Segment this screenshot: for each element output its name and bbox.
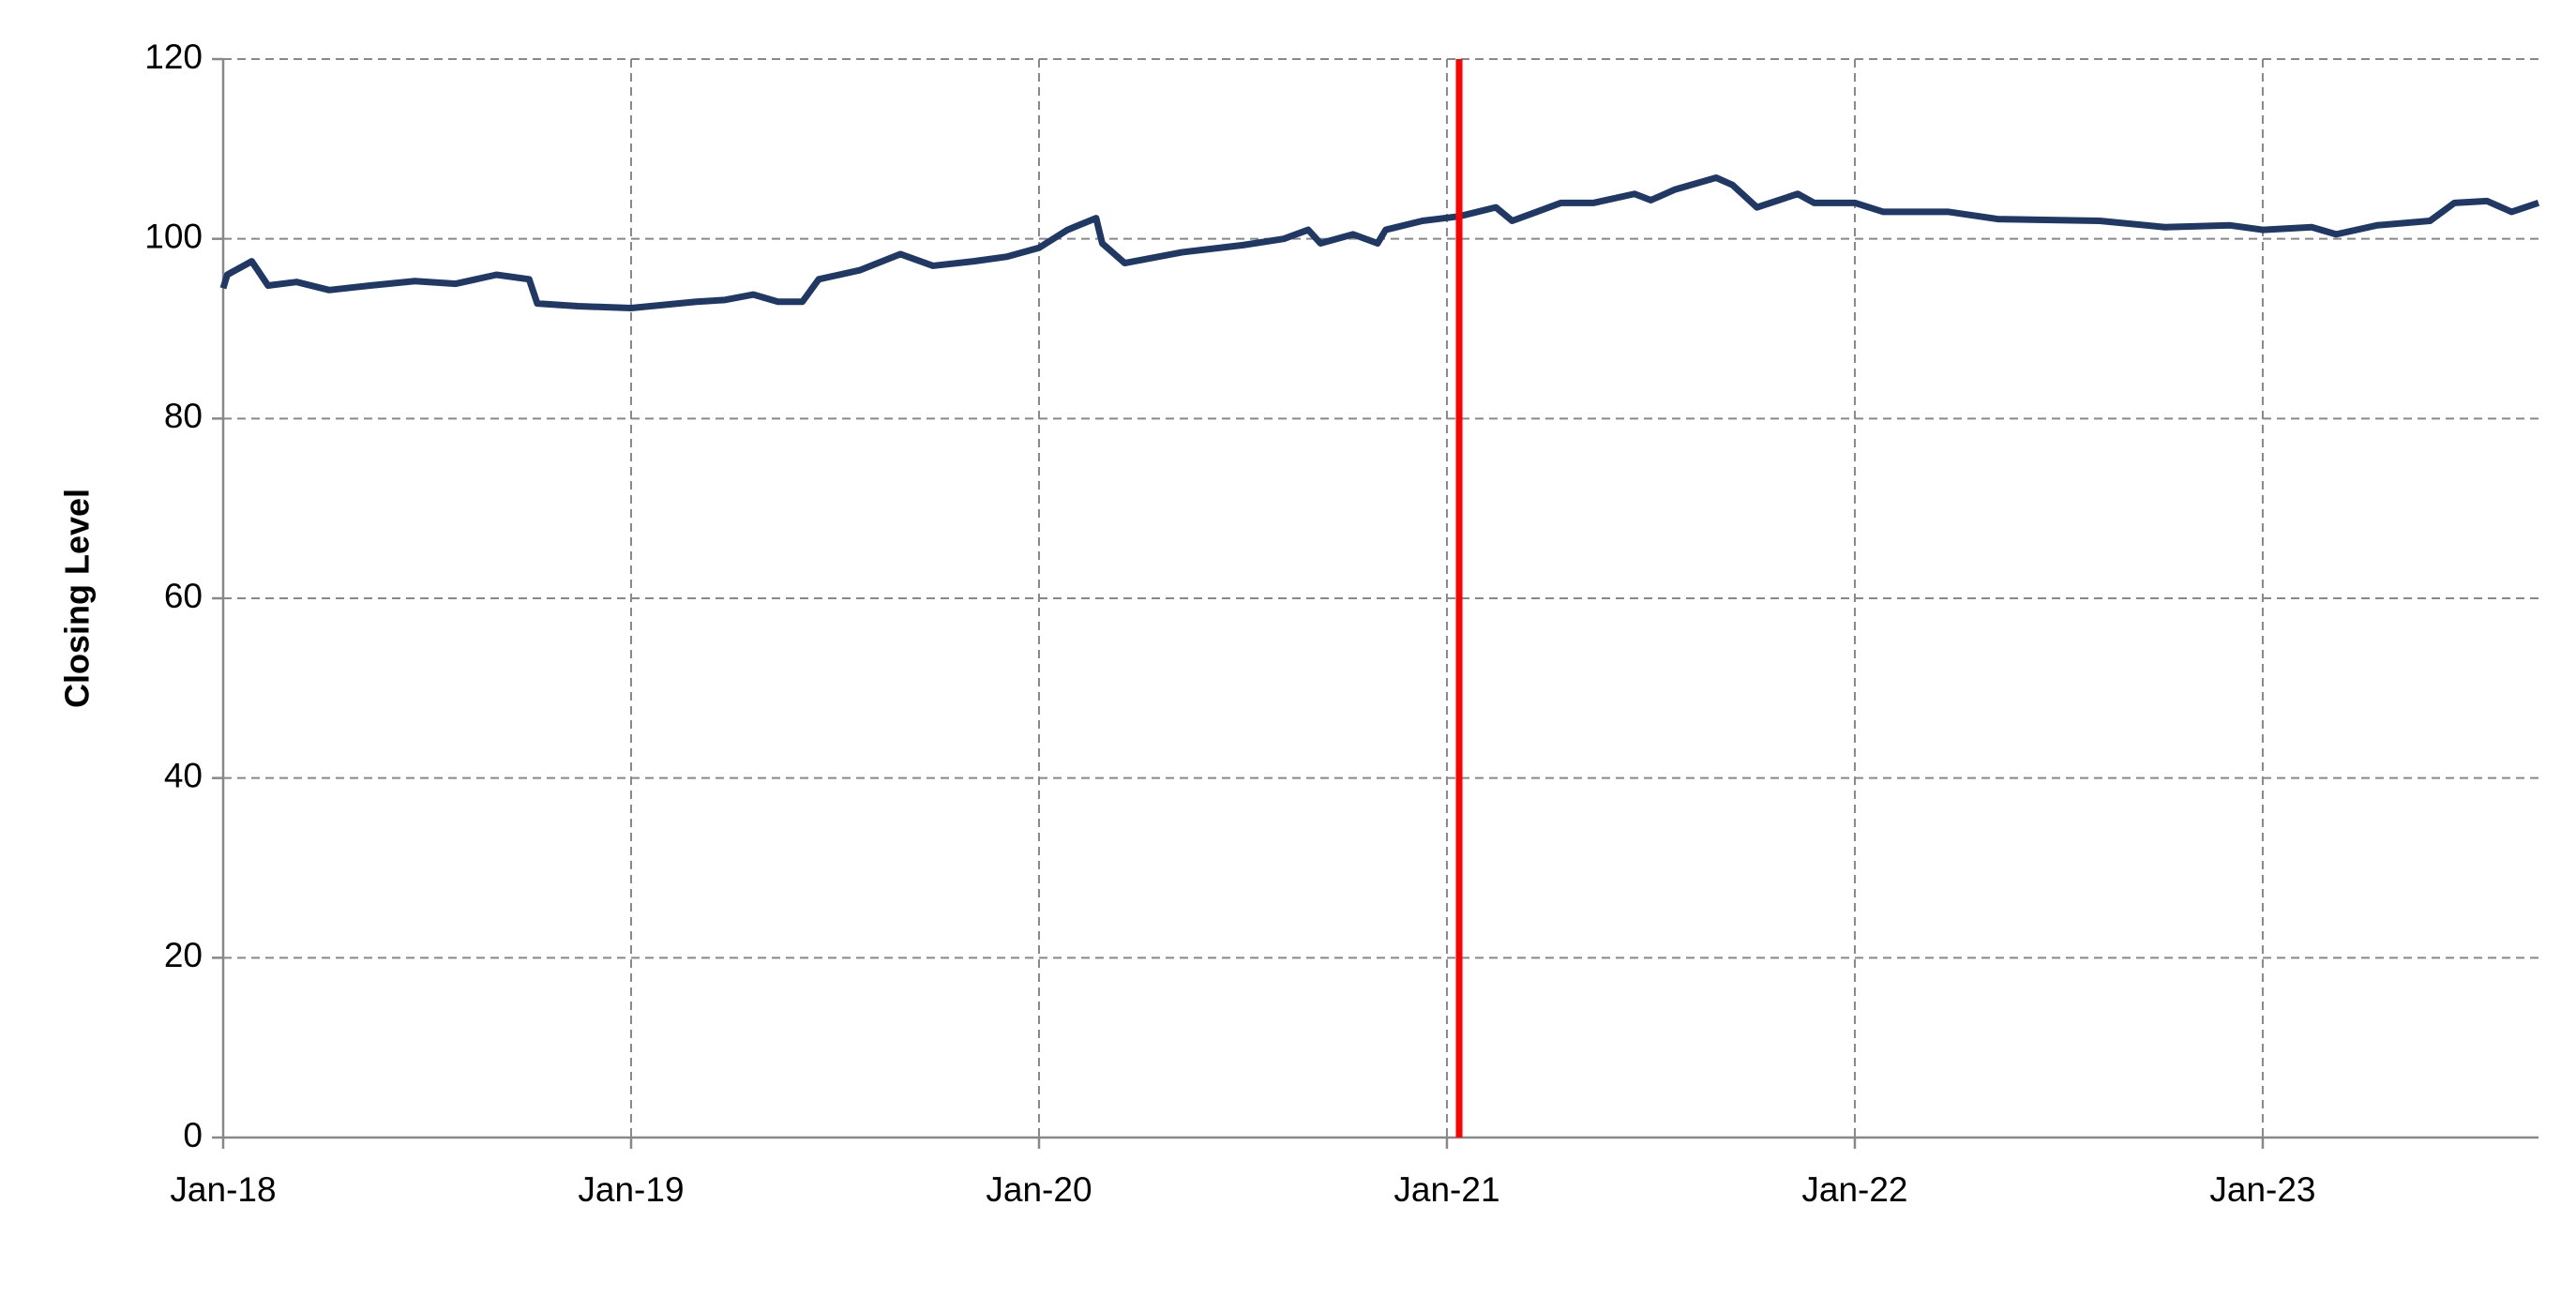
y-tick-label: 100 <box>144 217 203 255</box>
y-tick-label: 80 <box>164 397 203 435</box>
x-tick-label: Jan-19 <box>578 1170 684 1209</box>
y-tick-label: 0 <box>183 1116 203 1154</box>
x-tick-label: Jan-22 <box>1801 1170 1907 1209</box>
x-tick-label: Jan-18 <box>170 1170 276 1209</box>
x-tick-label: Jan-23 <box>2209 1170 2315 1209</box>
y-tick-label: 40 <box>164 756 203 794</box>
y-tick-label: 20 <box>164 936 203 974</box>
x-tick-label: Jan-20 <box>986 1170 1092 1209</box>
y-axis-label: Closing Level <box>58 489 97 708</box>
y-tick-label: 120 <box>144 38 203 76</box>
line-series <box>219 174 2540 311</box>
y-tick-label: 60 <box>164 577 203 615</box>
x-tick-label: Jan-21 <box>1393 1170 1499 1209</box>
